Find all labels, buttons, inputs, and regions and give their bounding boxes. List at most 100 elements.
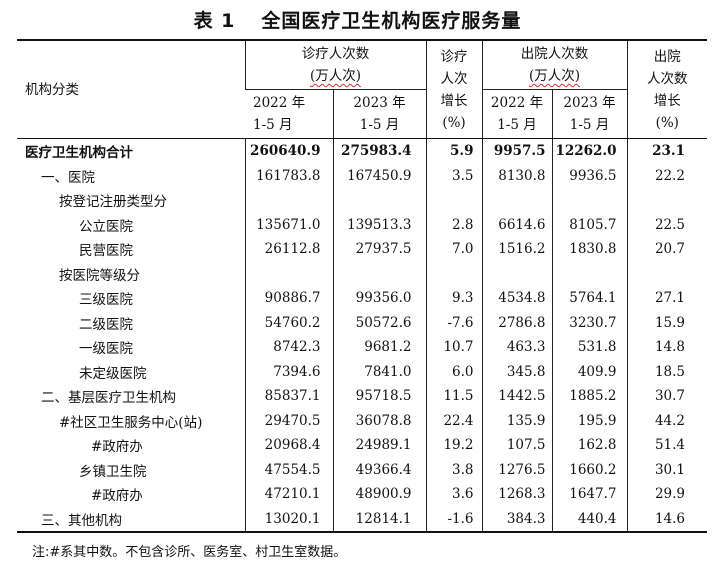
- table-footnote: 注:#系其中数。不包含诊所、医务室、村卫生室数据。: [32, 545, 347, 560]
- cell-discharge-growth: 29.9: [626, 482, 707, 507]
- cell-discharge-2022: 107.5: [481, 433, 552, 458]
- table-row: 二级医院 54760.2 50572.6 -7.6 2786.8 3230.7 …: [17, 310, 707, 335]
- cell-discharge-growth: 14.6: [626, 506, 707, 533]
- header-visits-2023-months: 1-5 月: [359, 117, 400, 133]
- cell-discharge-growth: 18.5: [626, 359, 707, 384]
- cell-visits-growth: -1.6: [425, 506, 482, 533]
- row-label: 民营医院: [79, 243, 133, 260]
- cell-visits-2023: 49366.4: [332, 457, 426, 482]
- header-visits-growth-l2: 人次: [440, 70, 468, 87]
- cell-discharge-2022: 345.8: [481, 359, 552, 384]
- cell-visits-2023: 9681.2: [332, 335, 426, 360]
- cell-discharge-2023: 3230.7: [551, 310, 627, 335]
- table-number: 表 1: [193, 10, 236, 32]
- cell-discharge-2023: 1885.2: [551, 384, 627, 409]
- cell-visits-2023: 50572.6: [332, 310, 426, 335]
- cell-discharge-2022: [481, 261, 552, 286]
- cell-discharge-2023: 9936.5: [551, 163, 627, 188]
- cell-visits-2023: 95718.5: [332, 384, 426, 409]
- cell-visits-2022: 85837.1: [244, 384, 333, 409]
- cell-visits-2022: 47210.1: [244, 482, 333, 507]
- header-discharge-2023-year: 2023 年: [563, 95, 616, 111]
- cell-visits-growth: [425, 261, 482, 286]
- cell-visits-growth: [425, 188, 482, 213]
- cell-discharge-growth: 30.7: [626, 384, 707, 409]
- cell-visits-2023: 27937.5: [332, 237, 426, 262]
- cell-discharge-growth: 22.2: [626, 163, 707, 188]
- cell-discharge-growth: 27.1: [626, 286, 707, 311]
- cell-discharge-2023: 1830.8: [551, 237, 627, 262]
- header-discharge-group: 出院人次数 (万人次): [481, 39, 627, 90]
- cell-visits-growth: 3.6: [425, 482, 482, 507]
- cell-discharge-2023: 5764.1: [551, 286, 627, 311]
- header-visits-2023: 2023 年 1-5 月: [332, 89, 426, 139]
- cell-discharge-growth: 22.5: [626, 212, 707, 237]
- header-visits-2022-months: 1-5 月: [253, 117, 293, 133]
- header-visits-growth-l4: (%): [442, 114, 466, 131]
- cell-visits-2023: [332, 261, 426, 286]
- cell-discharge-2022: 9957.5: [481, 138, 552, 164]
- table-title-text: 全国医疗卫生机构医疗服务量: [261, 10, 522, 32]
- row-label: 按登记注册类型分: [59, 194, 167, 211]
- cell-visits-growth: 22.4: [425, 408, 482, 433]
- cell-discharge-growth: 23.1: [626, 138, 707, 164]
- cell-visits-2023: 48900.9: [332, 482, 426, 507]
- cell-discharge-2023: 195.9: [551, 408, 627, 433]
- cell-visits-2022: 260640.9: [244, 138, 333, 164]
- row-label: 乡镇卫生院: [79, 463, 147, 480]
- cell-visits-growth: 19.2: [425, 433, 482, 458]
- row-label: 公立医院: [79, 218, 133, 235]
- cell-discharge-growth: 30.1: [626, 457, 707, 482]
- row-label: 一、医院: [41, 169, 95, 186]
- cell-discharge-2022: 1268.3: [481, 482, 552, 507]
- header-discharge-2022: 2022 年 1-5 月: [481, 89, 552, 139]
- row-label: 一级医院: [79, 341, 133, 358]
- row-label: 医疗卫生机构合计: [25, 145, 133, 162]
- cell-visits-growth: 6.0: [425, 359, 482, 384]
- cell-visits-growth: 7.0: [425, 237, 482, 262]
- cell-discharge-growth: [626, 188, 707, 213]
- cell-visits-2022: 8742.3: [244, 335, 333, 360]
- cell-discharge-2023: 531.8: [551, 335, 627, 360]
- header-discharge-growth-l2: 人次数: [647, 70, 688, 87]
- row-label: #政府办: [91, 439, 143, 456]
- header-discharge-2022-months: 1-5 月: [497, 117, 537, 133]
- cell-visits-2022: 90886.7: [244, 286, 333, 311]
- header-category: 机构分类: [17, 39, 245, 139]
- header-visits-2022: 2022 年 1-5 月: [245, 89, 333, 139]
- header-visits-growth-l1: 诊疗: [440, 48, 468, 65]
- header-category-label: 机构分类: [25, 81, 79, 98]
- cell-discharge-2022: [481, 188, 552, 213]
- row-label: #政府办: [91, 488, 143, 505]
- cell-discharge-2023: 8105.7: [551, 212, 627, 237]
- cell-discharge-2022: 6614.6: [481, 212, 552, 237]
- row-label: 未定级医院: [79, 365, 147, 382]
- cell-visits-growth: 10.7: [425, 335, 482, 360]
- table-row: 二、基层医疗卫生机构 85837.1 95718.5 11.5 1442.5 1…: [17, 384, 707, 409]
- cell-discharge-2023: 1660.2: [551, 457, 627, 482]
- cell-discharge-growth: 15.9: [626, 310, 707, 335]
- cell-discharge-2022: 463.3: [481, 335, 552, 360]
- header-discharge-2022-year: 2022 年: [490, 95, 544, 111]
- cell-discharge-growth: 51.4: [626, 433, 707, 458]
- row-label: #社区卫生服务中心(站): [59, 414, 203, 431]
- cell-discharge-2022: 2786.8: [481, 310, 552, 335]
- header-discharge-title: 出院人次数: [520, 46, 589, 62]
- table-row: 一、医院 161783.8 167450.9 3.5 8130.8 9936.5…: [17, 163, 707, 188]
- medical-service-table: 机构分类 诊疗人次数 (万人次) 诊疗 人次 增长 (%) 出院人次数 (万人次…: [17, 39, 707, 533]
- cell-discharge-2022: 1276.5: [481, 457, 552, 482]
- cell-visits-growth: 9.3: [425, 286, 482, 311]
- header-visits-growth: 诊疗 人次 增长 (%): [425, 39, 482, 139]
- table-row-total: 医疗卫生机构合计 260640.9 275983.4 5.9 9957.5 12…: [17, 138, 707, 164]
- cell-visits-2023: 24989.1: [332, 433, 426, 458]
- cell-visits-2022: 7394.6: [244, 359, 333, 384]
- table-row: 未定级医院 7394.6 7841.0 6.0 345.8 409.9 18.5: [17, 359, 707, 384]
- cell-discharge-2023: 162.8: [551, 433, 627, 458]
- cell-visits-2022: 135671.0: [244, 212, 333, 237]
- table-row: 三、其他机构 13020.1 12814.1 -1.6 384.3 440.4 …: [17, 506, 707, 533]
- cell-discharge-2023: [551, 261, 627, 286]
- cell-visits-growth: 2.8: [425, 212, 482, 237]
- table-row: 乡镇卫生院 47554.5 49366.4 3.8 1276.5 1660.2 …: [17, 457, 707, 482]
- row-label: 三、其他机构: [17, 506, 245, 533]
- cell-visits-2022: 54760.2: [244, 310, 333, 335]
